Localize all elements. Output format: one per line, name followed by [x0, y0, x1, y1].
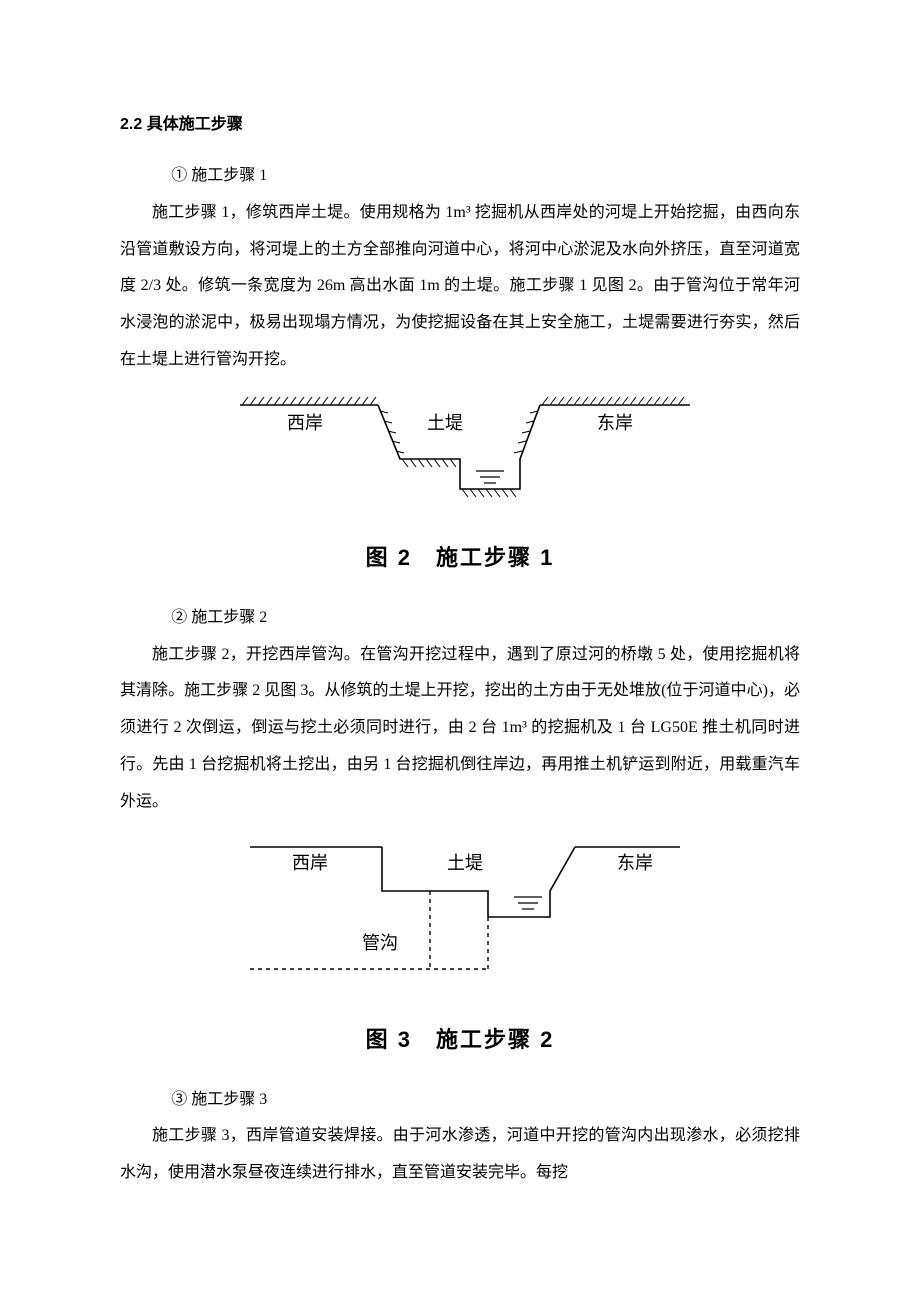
figure-2-caption: 图 2 施工步骤 1	[120, 540, 800, 572]
figure-2: 西岸 土堤 东岸	[120, 387, 800, 522]
page: 2.2 具体施工步骤 ① 施工步骤 1 施工步骤 1，修筑西岸土堤。使用规格为 …	[0, 0, 920, 1302]
step1-bullet: ① 施工步骤 1	[120, 158, 800, 195]
figure-3-caption: 图 3 施工步骤 2	[120, 1022, 800, 1054]
step3-bullet: ③ 施工步骤 3	[120, 1082, 800, 1119]
fig2-label-dike: 土堤	[427, 413, 463, 433]
step1-body: 施工步骤 1，修筑西岸土堤。使用规格为 1m³ 挖掘机从西岸处的河堤上开始挖掘，…	[120, 195, 800, 379]
fig3-label-east: 东岸	[617, 853, 653, 873]
fig3-label-west: 西岸	[292, 853, 328, 873]
step2-body: 施工步骤 2，开挖西岸管沟。在管沟开挖过程中，遇到了原过河的桥墩 5 处，使用挖…	[120, 637, 800, 821]
figure-3: 西岸 土堤 东岸 管沟	[120, 829, 800, 1004]
fig3-label-dike: 土堤	[447, 853, 483, 873]
step3-body: 施工步骤 3，西岸管道安装焊接。由于河水渗透，河道中开挖的管沟内出现渗水，必须挖…	[120, 1118, 800, 1192]
step2-bullet: ② 施工步骤 2	[120, 600, 800, 637]
fig3-label-trench: 管沟	[362, 933, 398, 953]
fig2-label-east: 东岸	[597, 413, 633, 433]
fig2-label-west: 西岸	[287, 413, 323, 433]
section-heading: 2.2 具体施工步骤	[120, 110, 800, 134]
